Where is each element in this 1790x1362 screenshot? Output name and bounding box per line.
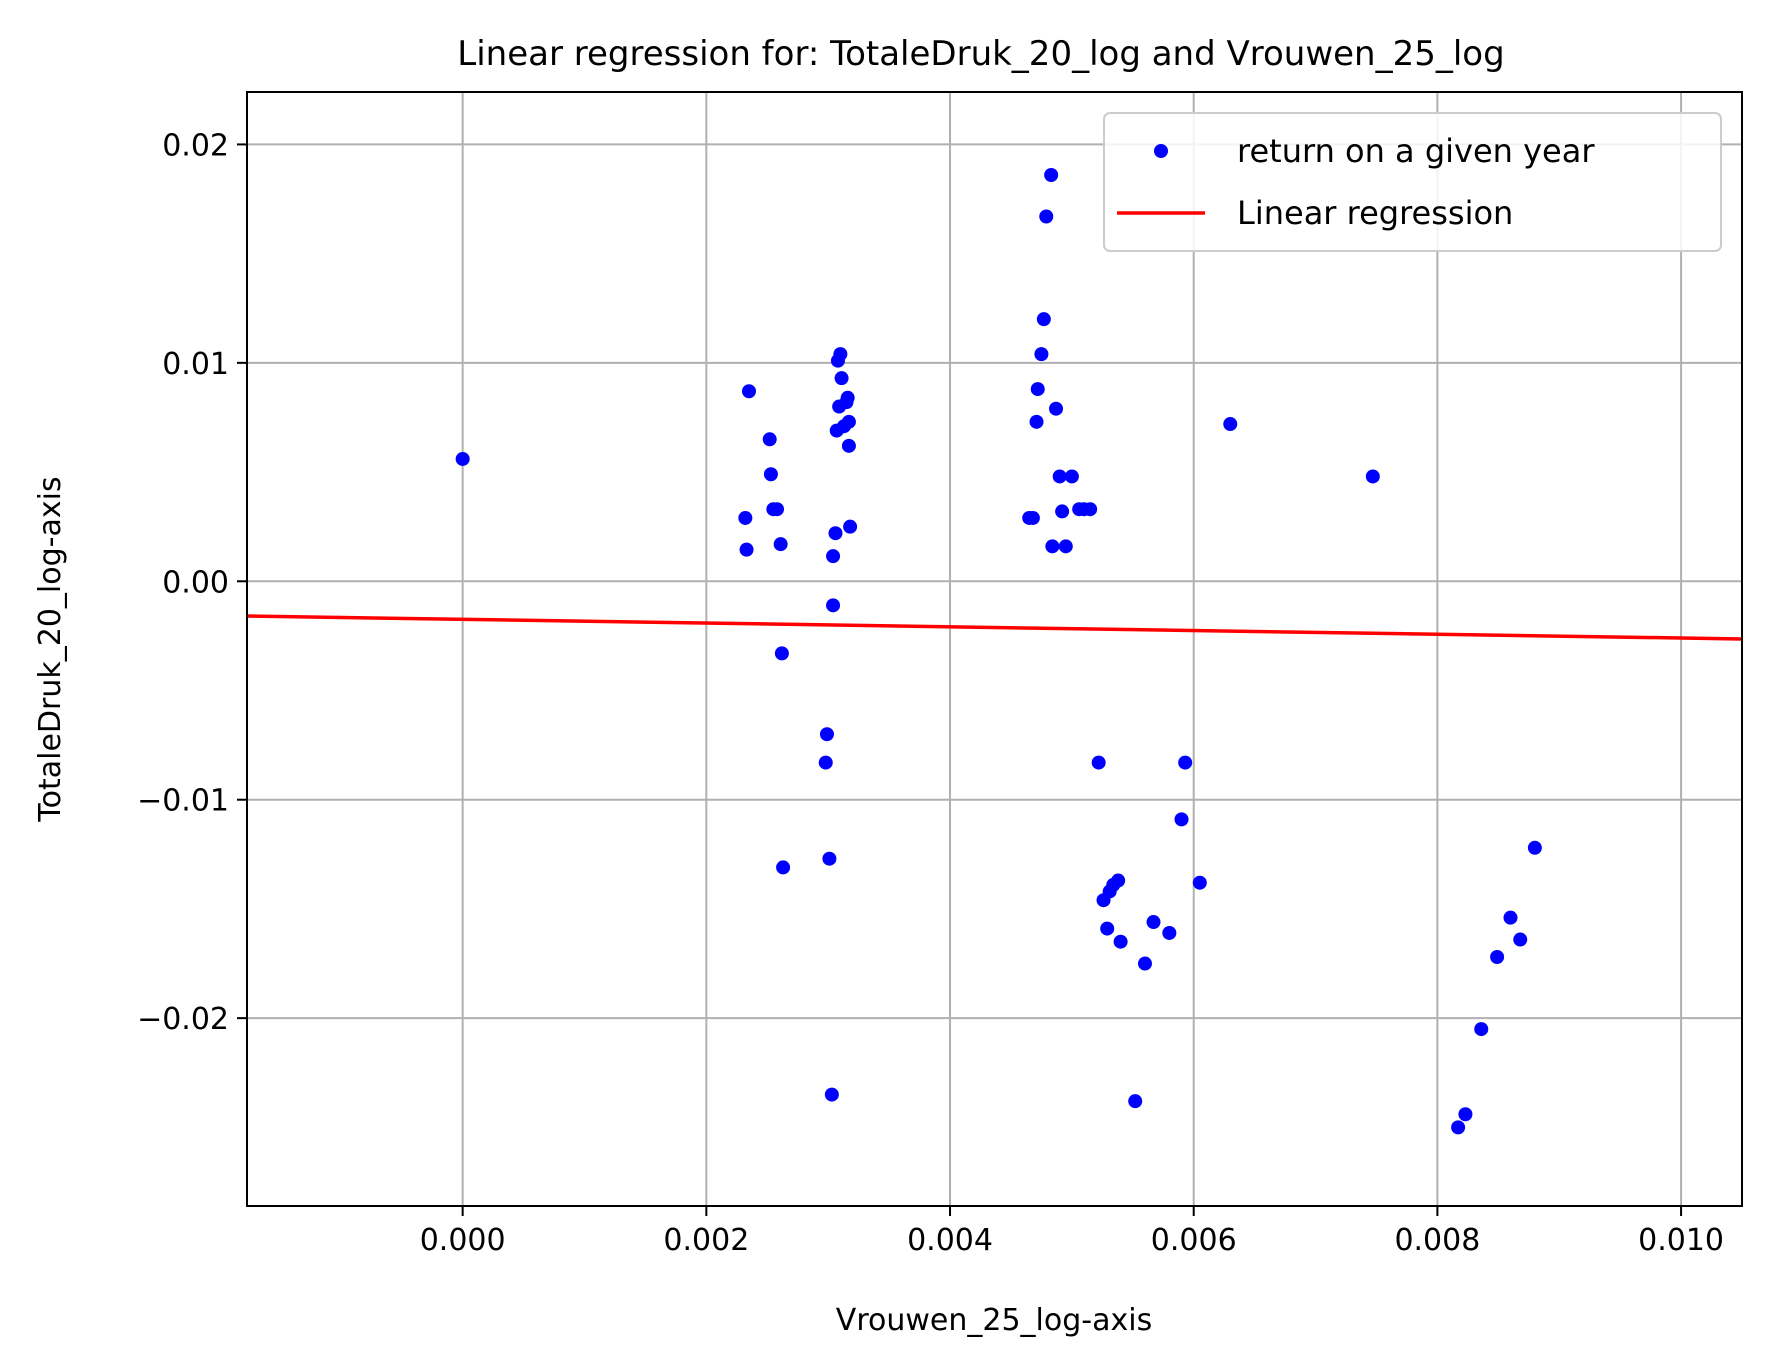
- regression-line: [246, 614, 1743, 641]
- legend-scatter-marker: [1154, 144, 1168, 158]
- scatter-point: [1490, 949, 1505, 964]
- scatter-point: [822, 851, 837, 866]
- scatter-point: [738, 510, 753, 525]
- y-tick-label: 0.01: [162, 347, 229, 382]
- scatter-point: [1146, 915, 1161, 930]
- scatter-point: [1174, 812, 1189, 827]
- scatter-point: [763, 467, 778, 482]
- grid-lines: [247, 92, 1742, 1206]
- scatter-point: [1083, 502, 1098, 517]
- y-axis-label: TotaleDruk_20_log-axis: [33, 476, 68, 822]
- scatter-point: [774, 646, 789, 661]
- scatter-points: [455, 168, 1542, 1135]
- scatter-point: [1100, 921, 1115, 936]
- scatter-point: [1055, 504, 1070, 519]
- scatter-point: [818, 755, 833, 770]
- scatter-point: [826, 598, 841, 613]
- legend-scatter-label: return on a given year: [1237, 132, 1595, 170]
- scatter-point: [1365, 469, 1380, 484]
- x-tick-label: 0.004: [907, 1223, 993, 1258]
- scatter-point: [843, 519, 858, 534]
- x-tick-label: 0.006: [1151, 1223, 1237, 1258]
- scatter-point: [773, 537, 788, 552]
- scatter-point: [1025, 510, 1040, 525]
- legend-box: [1103, 112, 1722, 252]
- plot-frame: [246, 91, 1743, 1207]
- scatter-point: [833, 347, 848, 362]
- scatter-point: [1113, 934, 1128, 949]
- scatter-point: [1527, 840, 1542, 855]
- scatter-point: [741, 384, 756, 399]
- scatter-point: [1192, 875, 1207, 890]
- scatter-point: [1178, 755, 1193, 770]
- scatter-point: [826, 549, 841, 564]
- scatter-point: [824, 1087, 839, 1102]
- scatter-point: [1058, 539, 1073, 554]
- scatter-point: [1034, 347, 1049, 362]
- scatter-point: [770, 502, 785, 517]
- scatter-point: [1039, 209, 1054, 224]
- scatter-point: [1111, 873, 1126, 888]
- scatter-point: [1030, 382, 1045, 397]
- x-tick-label: 0.000: [420, 1223, 506, 1258]
- chart-title: Linear regression for: TotaleDruk_20_log…: [457, 34, 1504, 74]
- scatter-point: [1128, 1094, 1143, 1109]
- x-tick-label: 0.008: [1394, 1223, 1480, 1258]
- scatter-point: [1049, 401, 1064, 416]
- scatter-point: [1029, 414, 1044, 429]
- scatter-point: [819, 727, 834, 742]
- scatter-point: [1064, 469, 1079, 484]
- y-tick-label: −0.01: [137, 784, 229, 819]
- scatter-point: [1045, 539, 1060, 554]
- scatter-point: [1044, 168, 1059, 183]
- x-axis-label: Vrouwen_25_log-axis: [836, 1303, 1152, 1338]
- scatter-point: [762, 432, 777, 447]
- scatter-point: [1052, 469, 1067, 484]
- scatter-point: [841, 414, 856, 429]
- scatter-point: [739, 542, 754, 557]
- scatter-point: [455, 451, 470, 466]
- scatter-point: [1091, 755, 1106, 770]
- scatter-point: [1513, 932, 1528, 947]
- y-tick-label: −0.02: [137, 1002, 229, 1037]
- scatter-point: [1451, 1120, 1466, 1135]
- scatter-point: [834, 371, 849, 386]
- legend-line-label: Linear regression: [1237, 194, 1513, 232]
- scatter-point: [1503, 910, 1518, 925]
- legend: return on a given year Linear regression: [1103, 112, 1722, 252]
- scatter-point: [841, 438, 856, 453]
- scatter-point: [840, 390, 855, 405]
- x-tick-label: 0.010: [1638, 1223, 1724, 1258]
- x-tick-label: 0.002: [663, 1223, 749, 1258]
- y-tick-label: 0.02: [162, 128, 229, 163]
- scatter-point: [1474, 1022, 1489, 1037]
- scatter-point: [776, 860, 791, 875]
- scatter-point: [1223, 417, 1238, 432]
- regression-layer: [246, 614, 1743, 641]
- axis-ticks: 0.000 0.002 0.004 0.006 0.008 0.010 0.02 0.01 0.…: [137, 128, 1724, 1258]
- scatter-point: [1458, 1107, 1473, 1122]
- scatter-point: [1036, 312, 1051, 327]
- scatter-point: [1162, 925, 1177, 940]
- scatter-point: [1137, 956, 1152, 971]
- y-tick-label: 0.00: [162, 565, 229, 600]
- scatter-point: [828, 526, 843, 541]
